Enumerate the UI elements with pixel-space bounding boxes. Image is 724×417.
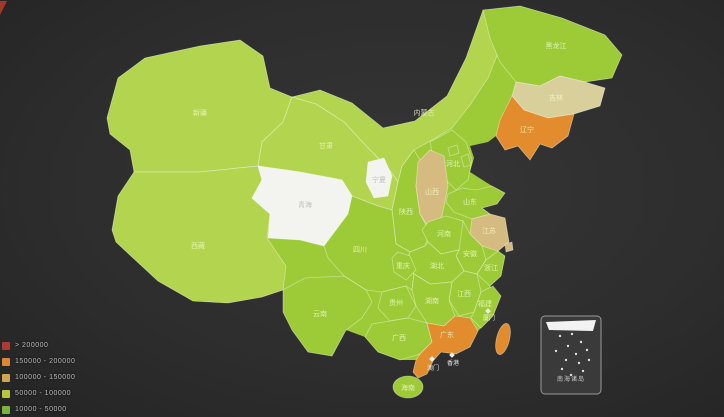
legend-item[interactable]: 100000 - 150000 [2, 373, 75, 382]
inset-island-dot [587, 358, 591, 362]
inset-island-dot [585, 348, 589, 352]
inset-island-dot [581, 369, 585, 373]
legend-swatch-red [2, 341, 10, 350]
inset-island-dot [570, 332, 574, 336]
inset-island-dot [574, 352, 578, 356]
inset-label: 南海诸岛 [557, 375, 585, 383]
city-marker-xianggang[interactable] [449, 352, 455, 358]
province-shandong[interactable] [445, 185, 506, 220]
inset-island-dot [560, 367, 564, 371]
inset-island-dot [577, 361, 581, 365]
legend-label: 150000 - 200000 [15, 358, 76, 365]
province-shanghai[interactable] [504, 241, 514, 253]
inset-island-dot [569, 373, 573, 377]
inset-coast-band [546, 320, 596, 331]
inset-island-dot [566, 344, 570, 348]
city-label-xiamen: 厦门 [483, 314, 495, 322]
legend-label: 10000 - 50000 [15, 406, 67, 413]
city-label-aomen: 澳门 [427, 364, 439, 372]
province-tianjin[interactable] [460, 153, 472, 168]
corner-red-mark [0, 1, 7, 15]
legend-item[interactable]: 50000 - 100000 [2, 389, 75, 398]
province-chongqing[interactable] [391, 251, 417, 281]
city-marker-xiamen[interactable] [485, 308, 491, 314]
province-shaanxi[interactable] [391, 149, 431, 253]
province-shanxi[interactable] [415, 149, 449, 231]
inset-island-dot [579, 340, 583, 344]
province-beijing[interactable] [447, 144, 460, 157]
province-liaoning[interactable] [495, 95, 575, 161]
legend-item[interactable]: 10000 - 50000 [2, 405, 75, 414]
legend-label: 50000 - 100000 [15, 390, 72, 397]
province-guangdong[interactable] [412, 315, 479, 379]
legend-label: 100000 - 150000 [15, 374, 76, 381]
city-marker-aomen[interactable] [429, 356, 435, 362]
province-taiwan[interactable] [493, 322, 513, 356]
inset-island-dot [554, 349, 558, 353]
legend-swatch-yellowgreen [2, 389, 10, 398]
inset-island-dot [564, 358, 568, 362]
legend-swatch-amber [2, 373, 10, 382]
legend-label: > 200000 [15, 342, 49, 349]
legend-swatch-green [2, 405, 10, 414]
province-yunnan[interactable] [282, 275, 373, 357]
inset-south-china-sea [540, 315, 602, 395]
inset-island-dot [558, 334, 562, 338]
province-hainan[interactable] [392, 375, 424, 399]
legend-item[interactable]: 150000 - 200000 [2, 357, 75, 366]
legend: > 200000 150000 - 200000 100000 - 150000… [2, 341, 75, 417]
province-ningxia[interactable] [365, 157, 393, 199]
city-label-xianggang: 香港 [447, 359, 459, 367]
legend-item[interactable]: > 200000 [2, 341, 75, 350]
province-fujian[interactable] [470, 285, 502, 329]
province-guangxi[interactable] [364, 317, 433, 361]
legend-swatch-orange [2, 357, 10, 366]
